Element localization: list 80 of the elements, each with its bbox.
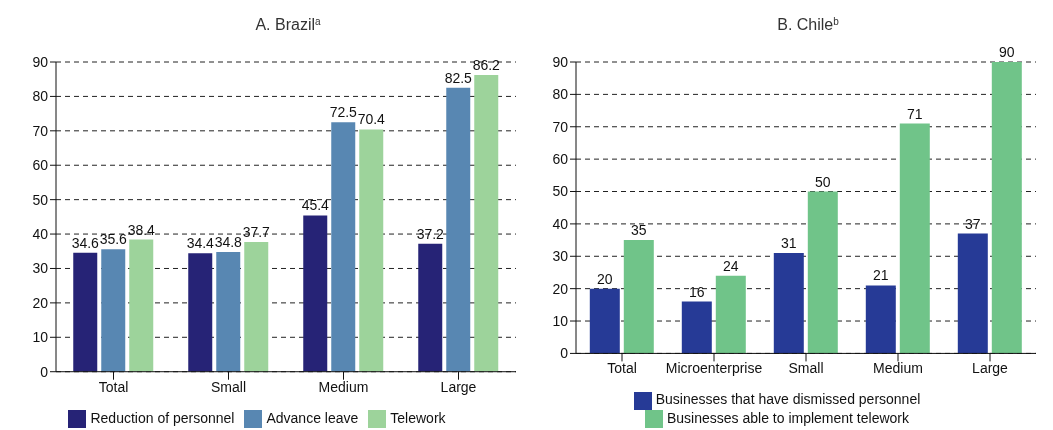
y-tick-label: 80 <box>552 86 569 103</box>
bar <box>589 288 620 354</box>
bar <box>957 233 988 354</box>
y-tick-label: 70 <box>32 122 49 139</box>
bar <box>474 75 499 372</box>
y-tick-label: 40 <box>552 215 569 232</box>
data-label: 16 <box>689 283 705 300</box>
bar <box>216 251 241 372</box>
data-label: 34.4 <box>186 235 215 252</box>
data-label: 34.8 <box>214 233 243 250</box>
y-tick-label: 70 <box>552 118 569 135</box>
y-tick-label: 0 <box>40 363 49 380</box>
bar <box>418 243 443 372</box>
x-tick-label: Microenterprise <box>665 360 763 377</box>
bar <box>715 275 746 354</box>
data-label: 71 <box>907 105 923 122</box>
x-tick-label: Total <box>98 378 129 395</box>
data-label: 45.4 <box>301 197 330 214</box>
x-tick-label: Small <box>210 378 247 395</box>
bar <box>623 240 654 354</box>
chart-title: B. Chile$^{b}$ <box>777 15 840 33</box>
x-tick-label: Large <box>440 378 477 395</box>
y-tick-label: 10 <box>32 329 49 346</box>
legend-label: Telework <box>390 409 446 426</box>
x-tick-label: Small <box>788 360 824 377</box>
y-tick-label: 60 <box>552 151 569 168</box>
x-tick-label: Medium <box>873 360 923 377</box>
bar <box>303 215 328 372</box>
bar <box>359 129 384 372</box>
bar <box>188 253 213 372</box>
data-label: 31 <box>781 235 797 252</box>
y-tick-label: 30 <box>32 260 49 277</box>
legend-label: Reduction of personnel <box>90 409 235 426</box>
data-label: 34.6 <box>71 234 100 251</box>
data-label: 50 <box>815 173 831 190</box>
y-tick-label: 50 <box>32 191 49 208</box>
data-label: 38.4 <box>127 221 156 238</box>
chart-title: A. Brazil$^{a}$ <box>255 15 322 33</box>
x-tick-label: Large <box>972 360 1009 377</box>
y-tick-label: 20 <box>32 294 49 311</box>
bar <box>101 249 126 372</box>
y-tick-label: 90 <box>552 53 569 70</box>
data-label: 86.2 <box>472 57 501 74</box>
legend-label: Businesses able to implement telework <box>666 409 909 426</box>
bar <box>681 301 712 354</box>
y-tick-label: 20 <box>552 280 569 297</box>
bar <box>73 252 98 372</box>
legend-label: Advance leave <box>266 409 359 426</box>
legend-label: Businesses that have dismissed personnel <box>655 391 921 408</box>
y-tick-label: 90 <box>32 53 49 70</box>
data-label: 82.5 <box>444 69 473 86</box>
y-tick-label: 40 <box>32 226 49 243</box>
y-tick-label: 30 <box>552 248 569 265</box>
data-label: 70.4 <box>357 111 386 128</box>
y-tick-label: 60 <box>32 157 49 174</box>
bar <box>807 191 838 354</box>
data-label: 72.5 <box>329 104 358 121</box>
bar <box>991 62 1022 354</box>
data-label: 35 <box>631 222 647 239</box>
y-tick-label: 10 <box>552 313 569 329</box>
y-tick-label: 0 <box>560 345 569 362</box>
bar <box>331 122 356 372</box>
y-tick-label: 80 <box>32 88 49 105</box>
bar <box>244 241 269 372</box>
data-label: 35.6 <box>99 231 128 248</box>
bar <box>865 285 896 354</box>
data-label: 21 <box>873 267 889 284</box>
data-label: 37 <box>965 215 981 232</box>
data-label: 37.2 <box>416 225 445 242</box>
data-label: 24 <box>723 257 739 274</box>
bar <box>773 253 804 354</box>
data-label: 37.7 <box>242 223 271 240</box>
x-tick-label: Total <box>607 360 637 377</box>
x-tick-label: Medium <box>318 378 369 395</box>
bar <box>129 239 154 372</box>
data-label: 20 <box>597 270 613 287</box>
bar <box>446 87 471 372</box>
data-label: 90 <box>999 44 1015 60</box>
y-tick-label: 50 <box>552 183 569 200</box>
bar <box>899 123 930 354</box>
